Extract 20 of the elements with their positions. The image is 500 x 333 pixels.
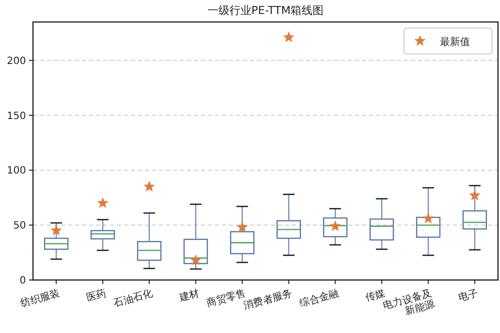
y-tick-label: 0 [20,276,26,286]
y-tick-label: 200 [6,56,26,67]
point [236,221,248,232]
x-tick-label: 医药 [85,287,108,304]
y-tick-label: 150 [6,110,26,122]
point [190,254,202,266]
legend-label: 最新值 [440,36,470,48]
y-tick-label: 50 [13,220,26,232]
x-tick-label: 综合金融 [298,287,340,310]
point [144,180,155,192]
point [283,31,294,42]
chart-title: 一级行业PE-TTM箱线图 [207,4,324,17]
y-tick-label: 100 [6,166,26,177]
x-tick-label: 石油石化 [112,287,154,310]
x-tick-label: 电子 [457,287,480,304]
point [97,197,108,208]
x-tick-label: 纺织服装 [19,287,62,310]
x-tick-label: 建材 [177,287,201,304]
legend: 最新值 [404,28,492,54]
point [50,224,62,236]
